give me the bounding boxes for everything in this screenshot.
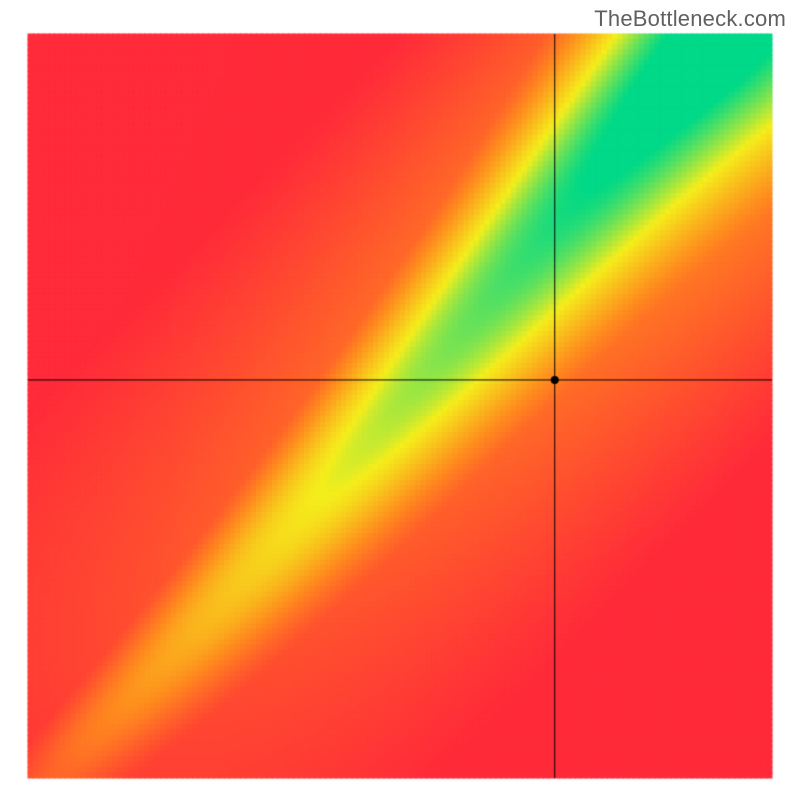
bottleneck-heatmap [0, 0, 800, 800]
chart-container: TheBottleneck.com [0, 0, 800, 800]
